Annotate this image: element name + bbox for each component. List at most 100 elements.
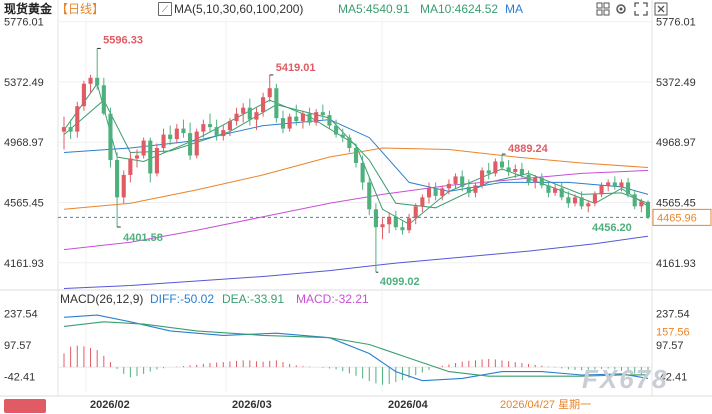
candle-body	[506, 167, 511, 172]
candle-body	[188, 133, 193, 156]
candle-body	[95, 77, 100, 86]
date-label: 2026/03	[232, 399, 272, 411]
candle-body	[274, 88, 279, 119]
candle-body	[393, 216, 398, 228]
candle-body	[101, 85, 106, 114]
macd-dea: DEA:-33.91	[222, 292, 285, 306]
candle-body	[460, 176, 465, 187]
macd-tick-left: 97.57	[4, 340, 32, 352]
candle-body	[254, 112, 259, 120]
annotation-high-2: 5419.01	[276, 62, 316, 74]
price-tick-left: 4968.97	[4, 137, 44, 149]
price-tick-right: 5372.49	[656, 77, 696, 89]
annotation-low-2: 4099.02	[380, 276, 420, 288]
fullscreen-icon[interactable]	[634, 2, 650, 16]
candle-body	[453, 176, 458, 184]
ma10-value: MA10:4624.52	[420, 2, 499, 16]
candle-body	[75, 106, 80, 132]
watermark: FX678	[582, 364, 669, 394]
candle-body	[81, 83, 86, 107]
candle-body	[619, 182, 624, 187]
candle-body	[539, 177, 544, 186]
candle-body	[486, 170, 491, 174]
candle-body	[606, 182, 611, 186]
price-tick-left: 4161.93	[4, 258, 44, 270]
candle-body	[632, 194, 637, 207]
candle-body	[128, 158, 133, 175]
candle-body	[194, 131, 199, 156]
candle-body	[214, 127, 219, 137]
candle-body	[400, 227, 405, 231]
candle-body	[294, 116, 299, 122]
price-tick-left: 5372.49	[4, 77, 44, 89]
price-tick-left: 4565.45	[4, 198, 44, 210]
annotation-last-low: 4456.20	[592, 222, 632, 234]
grid-icon[interactable]	[596, 2, 612, 16]
macd-label: MACD(26,12,9)	[60, 292, 144, 306]
candle-body	[108, 113, 113, 160]
candle-body	[592, 194, 597, 204]
price-tick-right: 4968.97	[656, 137, 696, 149]
ma-settings-icon[interactable]: ⟋	[158, 2, 172, 16]
macd-tick-left: 237.54	[4, 308, 38, 320]
candle-body	[241, 107, 246, 114]
price-tick-right: 5776.01	[656, 17, 696, 29]
annotation-high-1: 5596.33	[103, 34, 143, 46]
candle-body	[148, 140, 153, 174]
candle-body	[247, 107, 252, 120]
candle-body	[380, 224, 385, 228]
price-tick-right: 4565.45	[656, 198, 696, 210]
close-icon[interactable]	[654, 2, 670, 16]
price-tick-right: 4161.93	[656, 258, 696, 270]
candle-body	[300, 113, 305, 122]
candle-body	[420, 197, 425, 207]
candle-body	[340, 134, 345, 138]
chart-header: 现货黄金 【日线】 ⟋ MA(5,10,30,60,100,200) MA5:4…	[0, 0, 712, 18]
candle-body	[533, 177, 538, 183]
ma200-line	[63, 235, 649, 289]
candle-body	[121, 174, 126, 198]
candle-body	[360, 162, 365, 183]
candle-body	[559, 188, 564, 198]
candle-body	[387, 216, 392, 225]
candle-body	[426, 188, 432, 198]
candle-body	[320, 112, 325, 116]
annotation-low-1: 4401.58	[123, 232, 163, 244]
candle-body	[413, 206, 418, 219]
ma-label: MA(5,10,30,60,100,200)	[174, 2, 304, 16]
candle-body	[513, 168, 518, 172]
macd-diff-line	[63, 314, 649, 382]
ma-more: MA	[505, 2, 523, 16]
macd-tick-right: 97.57	[656, 340, 684, 352]
candle-body	[433, 188, 438, 196]
candle-body	[314, 112, 319, 123]
settings-icon[interactable]	[614, 2, 630, 16]
candle-body	[493, 161, 498, 174]
candle-body	[88, 77, 93, 84]
candle-body	[141, 140, 146, 156]
candle-body	[61, 127, 67, 132]
candle-body	[68, 127, 73, 132]
candle-body	[586, 203, 591, 207]
candle-body	[566, 197, 571, 204]
candle-body	[168, 134, 173, 140]
candle-body	[407, 218, 412, 231]
candle-body	[480, 170, 485, 186]
instrument-title: 现货黄金	[4, 2, 53, 16]
candle-body	[287, 116, 292, 129]
period-selector[interactable]: 【日线】	[56, 2, 105, 16]
current-price-label: 4465.96	[657, 212, 697, 224]
current-price-box	[652, 208, 712, 226]
macd-tick-left: -42.41	[4, 372, 35, 384]
macd-value: MACD:-32.21	[296, 292, 369, 306]
ma100-line	[63, 169, 649, 251]
candle-body	[227, 121, 232, 131]
date-cursor-label: 2026/04/27 星期一	[500, 398, 591, 411]
candle-body	[234, 113, 239, 122]
candle-body	[526, 174, 531, 183]
candle-body	[280, 118, 286, 129]
price-tick-left: 5776.01	[4, 17, 44, 29]
candle-body	[440, 188, 445, 196]
macd-dea-line	[63, 321, 649, 377]
